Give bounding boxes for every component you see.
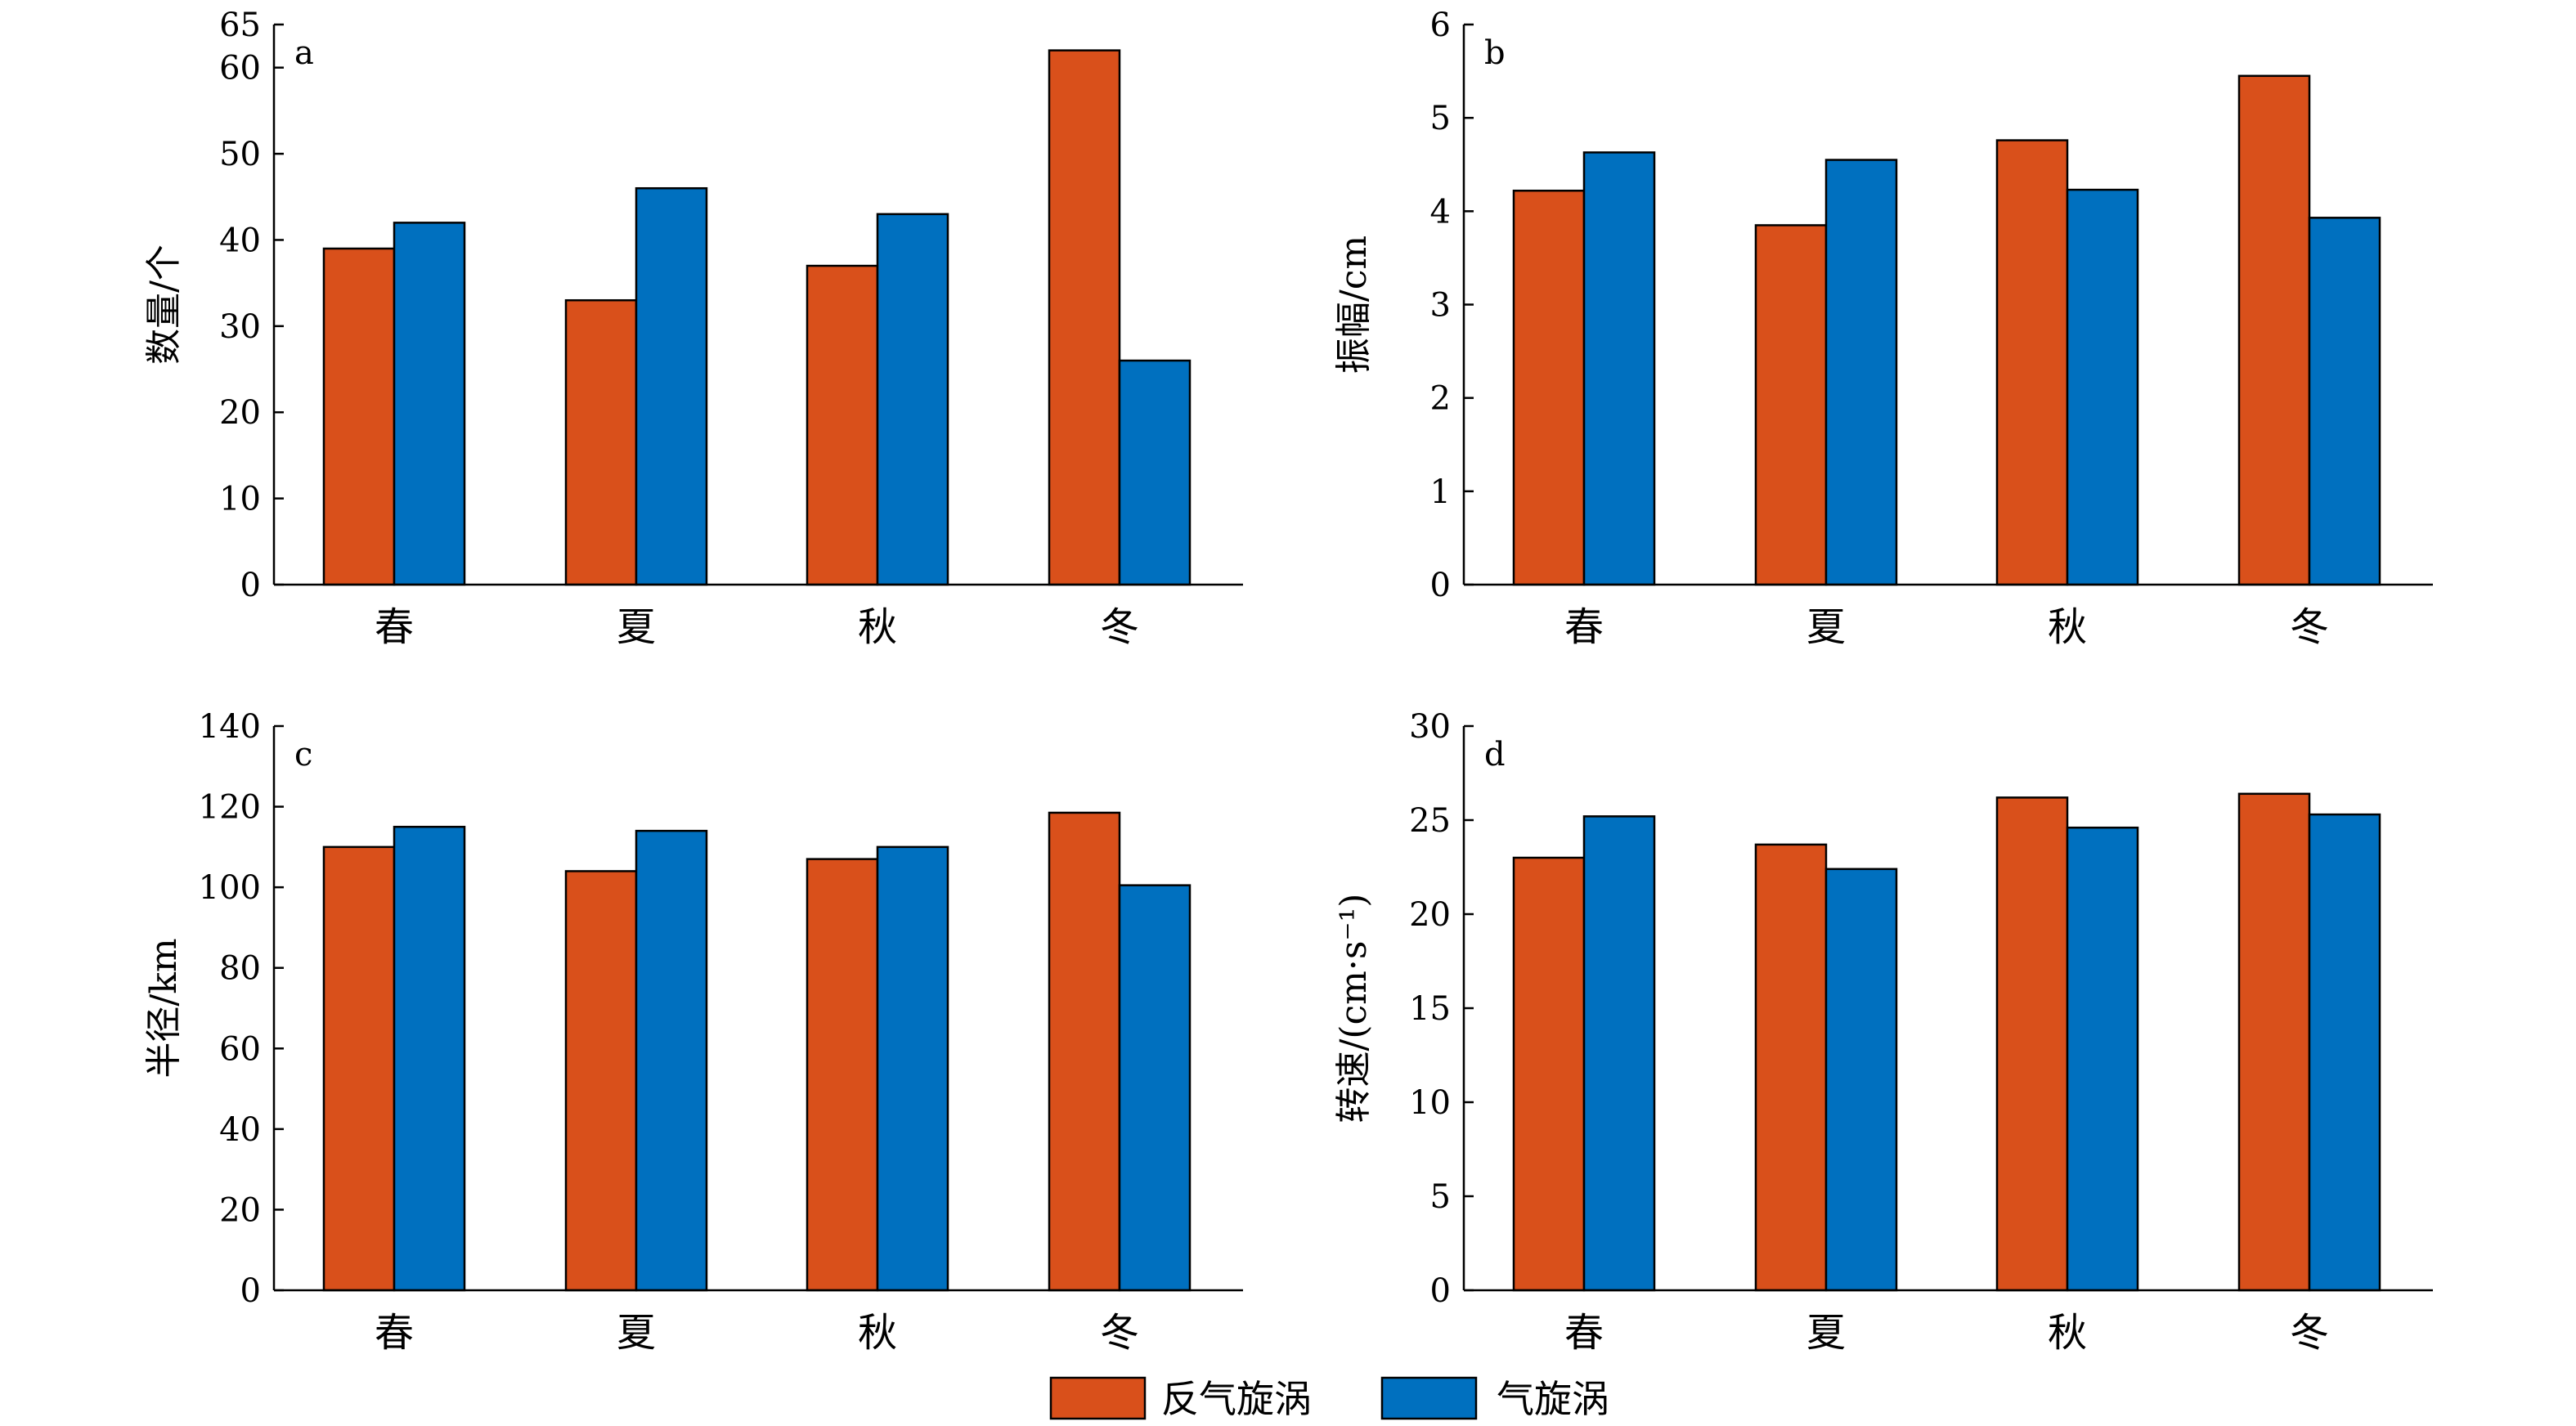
y-tick-label-a-6: 60: [219, 50, 261, 87]
y-tick-label-c-6: 120: [199, 789, 261, 827]
y-axis-label-b: 振幅/cm: [1333, 235, 1375, 374]
y-tick-label-d-4: 20: [1409, 896, 1451, 934]
bar-b-series0-3: [2237, 74, 2311, 586]
bar-d-series0-1: [1754, 843, 1828, 1292]
x-tick-label-a-2: 秋: [858, 604, 897, 650]
bar-a-series1-0: [393, 222, 466, 586]
legend-label-0: 反气旋涡: [1161, 1377, 1312, 1421]
bar-c-series0-2: [806, 858, 879, 1292]
y-tick-label-a-5: 50: [219, 136, 261, 173]
bar-b-series0-2: [1995, 139, 2069, 586]
x-tick-label-c-2: 秋: [858, 1310, 897, 1356]
y-tick-label-b-5: 5: [1430, 100, 1451, 137]
x-tick-label-b-1: 夏: [1806, 604, 1846, 650]
y-tick-label-d-2: 10: [1409, 1084, 1451, 1122]
x-tick-label-c-3: 冬: [1100, 1310, 1139, 1356]
y-tick-label-c-1: 20: [219, 1191, 261, 1229]
y-tick-label-b-3: 3: [1430, 287, 1451, 325]
y-tick-label-c-4: 80: [219, 950, 261, 988]
panel-letter-a: a: [294, 34, 314, 72]
bar-a-series1-3: [1118, 359, 1192, 586]
bar-c-series1-1: [635, 829, 708, 1292]
bar-a-series0-3: [1048, 49, 1121, 586]
bar-c-series0-1: [564, 870, 638, 1292]
bar-a-series1-2: [876, 213, 949, 586]
y-tick-label-a-0: 0: [240, 567, 261, 604]
chart-panel-c: 0 20 40 60 80 100 120 140 春 夏 秋 冬 半径/km c: [143, 708, 1243, 1356]
x-tick-label-d-0: 春: [1564, 1310, 1604, 1356]
bar-b-series0-0: [1512, 189, 1586, 586]
bar-d-series0-0: [1512, 856, 1586, 1292]
y-tick-label-b-1: 1: [1430, 473, 1451, 511]
bar-a-series1-1: [635, 186, 708, 586]
x-tick-label-c-0: 春: [375, 1310, 414, 1356]
chart-panel-d: 0 5 10 15 20 25 30 春 夏 秋 冬 转速/(cm·s⁻¹) d: [1333, 708, 2433, 1356]
bar-d-series1-0: [1582, 815, 1656, 1292]
bar-b-series1-2: [2066, 188, 2139, 586]
y-tick-label-a-3: 30: [219, 308, 261, 346]
bar-b-series1-3: [2308, 217, 2381, 586]
x-tick-label-a-0: 春: [375, 604, 414, 650]
x-tick-label-b-2: 秋: [2048, 604, 2087, 650]
bar-a-series0-0: [322, 247, 396, 586]
bar-c-series1-2: [876, 845, 949, 1292]
y-tick-label-a-2: 20: [219, 394, 261, 432]
y-tick-label-c-5: 100: [199, 869, 261, 907]
y-tick-label-d-1: 5: [1430, 1178, 1451, 1216]
chart-panel-a: 0 10 20 30 40 50 60 65 春 夏 秋 冬 数量/个 a: [143, 7, 1243, 650]
legend-swatch-1: [1380, 1376, 1478, 1420]
legend-swatch-0: [1049, 1376, 1147, 1420]
y-tick-label-a-7: 65: [219, 7, 261, 44]
panel-letter-d: d: [1484, 736, 1506, 774]
y-tick-label-c-0: 0: [240, 1272, 261, 1310]
bar-b-series0-1: [1754, 224, 1828, 586]
y-tick-label-c-3: 60: [219, 1030, 261, 1068]
y-axis-label-d: 转速/(cm·s⁻¹): [1333, 894, 1375, 1123]
y-tick-label-c-7: 140: [199, 708, 261, 746]
panel-letter-c: c: [294, 736, 312, 774]
x-tick-label-c-1: 夏: [617, 1310, 656, 1356]
bar-a-series0-2: [806, 264, 879, 586]
x-tick-label-d-3: 冬: [2290, 1310, 2329, 1356]
y-tick-label-d-6: 30: [1409, 708, 1451, 746]
y-tick-label-a-1: 10: [219, 481, 261, 518]
bar-c-series0-0: [322, 845, 396, 1292]
bar-c-series1-3: [1118, 884, 1192, 1292]
bar-d-series1-2: [2066, 826, 2139, 1292]
y-tick-label-b-0: 0: [1430, 567, 1451, 604]
y-tick-label-b-6: 6: [1430, 7, 1451, 44]
bar-c-series1-0: [393, 825, 466, 1292]
x-tick-label-a-3: 冬: [1100, 604, 1139, 650]
bar-d-series1-1: [1824, 868, 1898, 1292]
x-tick-label-b-3: 冬: [2290, 604, 2329, 650]
bar-b-series1-0: [1582, 151, 1656, 586]
y-tick-label-d-3: 15: [1409, 990, 1451, 1028]
legend-label-1: 气旋涡: [1497, 1377, 1609, 1421]
bar-d-series0-3: [2237, 792, 2311, 1292]
x-tick-label-d-1: 夏: [1806, 1310, 1846, 1356]
y-tick-label-b-2: 2: [1430, 380, 1451, 418]
y-tick-label-d-5: 25: [1409, 802, 1451, 840]
x-tick-label-d-2: 秋: [2048, 1310, 2087, 1356]
bar-a-series0-1: [564, 298, 638, 586]
panel-letter-b: b: [1484, 34, 1506, 72]
chart-panel-b: 0 1 2 3 4 5 6 春 夏 秋 冬 振幅/cm b: [1333, 7, 2433, 650]
x-tick-label-b-0: 春: [1564, 604, 1604, 650]
bar-c-series0-3: [1048, 811, 1121, 1292]
x-tick-label-a-1: 夏: [617, 604, 656, 650]
y-tick-label-c-2: 40: [219, 1111, 261, 1149]
y-tick-label-d-0: 0: [1430, 1272, 1451, 1310]
y-tick-label-b-4: 4: [1430, 193, 1451, 231]
bar-b-series1-1: [1824, 159, 1898, 586]
bar-d-series0-2: [1995, 796, 2069, 1292]
y-axis-label-a: 数量/个: [143, 244, 185, 365]
bar-d-series1-3: [2308, 813, 2381, 1292]
legend: 反气旋涡 气旋涡: [1049, 1376, 1609, 1421]
y-axis-label-c: 半径/km: [143, 938, 185, 1078]
y-tick-label-a-4: 40: [219, 222, 261, 259]
